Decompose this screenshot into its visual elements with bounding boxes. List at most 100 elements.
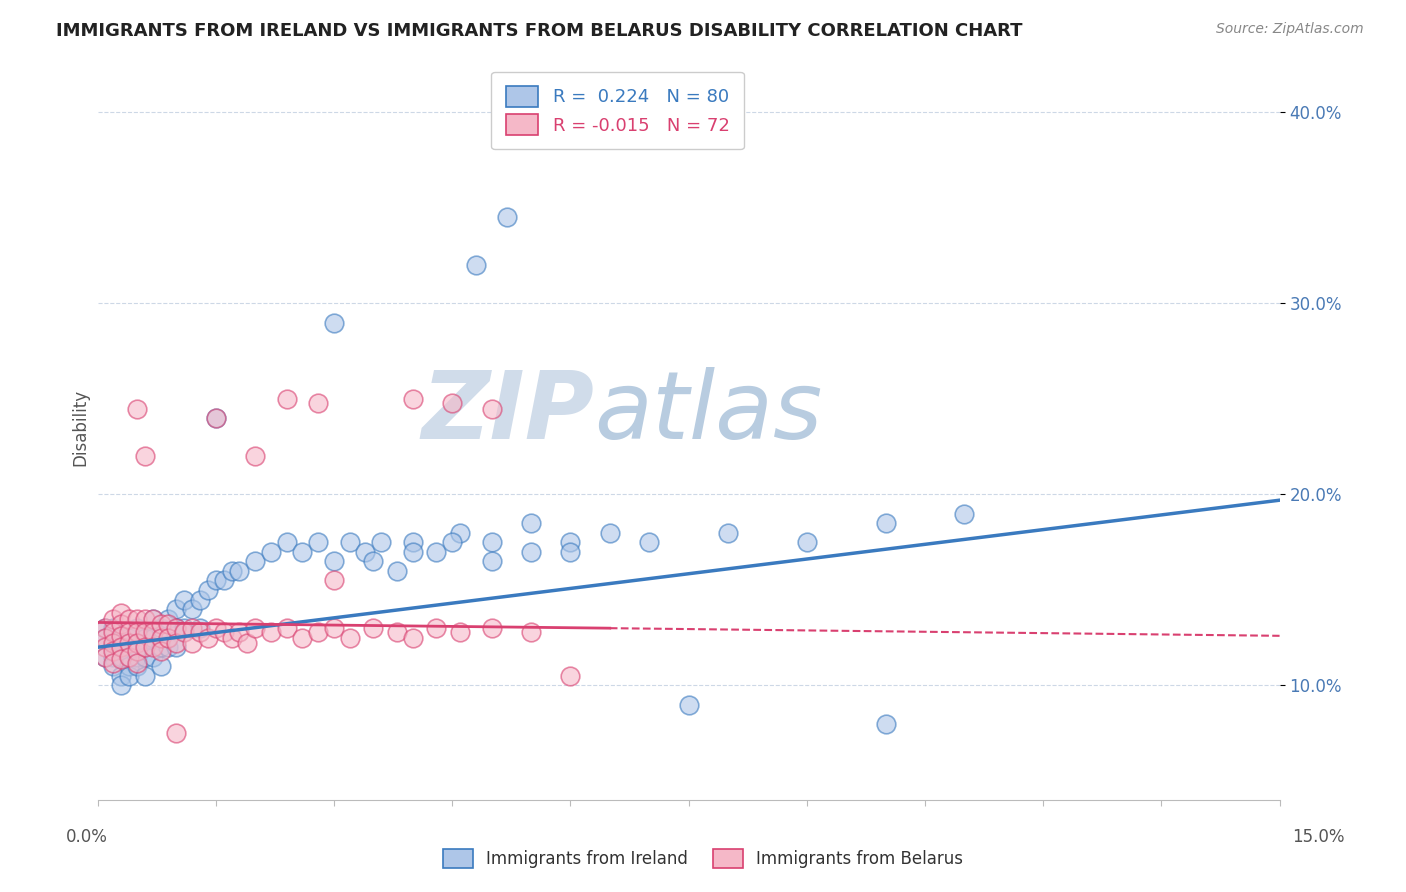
Point [110, 640, 132, 655]
Point [157, 617, 180, 632]
Text: 0.0%: 0.0% [66, 828, 108, 846]
Point [125, 636, 148, 650]
Point [110, 606, 132, 620]
Legend: Immigrants from Ireland, Immigrants from Belarus: Immigrants from Ireland, Immigrants from… [436, 842, 970, 875]
Point [560, 535, 582, 549]
Point [118, 649, 141, 664]
Point [188, 621, 211, 635]
Point [110, 631, 132, 645]
Text: atlas: atlas [593, 368, 823, 458]
Point [157, 640, 180, 655]
Point [276, 392, 298, 406]
Point [125, 625, 148, 640]
Point [953, 507, 976, 521]
Point [94, 631, 117, 645]
Point [243, 450, 266, 464]
Point [149, 631, 172, 645]
Point [110, 649, 132, 664]
Point [134, 450, 156, 464]
Point [110, 678, 132, 692]
Point [339, 631, 361, 645]
Point [181, 621, 204, 635]
Point [875, 716, 897, 731]
Text: 15.0%: 15.0% [1292, 828, 1346, 846]
Point [165, 621, 187, 635]
Point [142, 625, 165, 640]
Point [228, 564, 250, 578]
Point [103, 659, 125, 673]
Point [197, 631, 219, 645]
Point [560, 545, 582, 559]
Point [307, 535, 329, 549]
Point [149, 640, 172, 655]
Point [228, 625, 250, 640]
Point [385, 564, 408, 578]
Point [204, 411, 226, 425]
Point [276, 535, 298, 549]
Point [94, 640, 117, 655]
Point [118, 636, 141, 650]
Point [323, 316, 346, 330]
Point [103, 640, 125, 655]
Point [291, 631, 314, 645]
Point [212, 574, 235, 588]
Point [125, 621, 148, 635]
Text: IMMIGRANTS FROM IRELAND VS IMMIGRANTS FROM BELARUS DISABILITY CORRELATION CHART: IMMIGRANTS FROM IRELAND VS IMMIGRANTS FR… [56, 22, 1022, 40]
Point [425, 621, 447, 635]
Point [149, 617, 172, 632]
Point [118, 640, 141, 655]
Point [134, 649, 156, 664]
Point [496, 211, 519, 225]
Point [103, 625, 125, 640]
Point [134, 669, 156, 683]
Point [221, 564, 243, 578]
Point [204, 411, 226, 425]
Point [425, 545, 447, 559]
Point [243, 554, 266, 568]
Point [188, 625, 211, 640]
Point [110, 629, 132, 643]
Point [520, 545, 543, 559]
Point [385, 625, 408, 640]
Point [402, 631, 425, 645]
Point [142, 612, 165, 626]
Point [157, 631, 180, 645]
Point [181, 602, 204, 616]
Point [103, 656, 125, 670]
Point [110, 669, 132, 683]
Y-axis label: Disability: Disability [72, 389, 89, 467]
Point [134, 612, 156, 626]
Point [370, 535, 392, 549]
Point [149, 644, 172, 658]
Point [165, 640, 187, 655]
Point [221, 631, 243, 645]
Point [402, 545, 425, 559]
Point [875, 516, 897, 530]
Point [481, 535, 503, 549]
Point [599, 525, 621, 540]
Point [323, 574, 346, 588]
Point [149, 659, 172, 673]
Point [118, 612, 141, 626]
Point [165, 726, 187, 740]
Point [204, 621, 226, 635]
Point [212, 625, 235, 640]
Point [481, 621, 503, 635]
Point [678, 698, 700, 712]
Point [125, 640, 148, 655]
Point [307, 625, 329, 640]
Point [103, 649, 125, 664]
Point [638, 535, 661, 549]
Point [173, 625, 195, 640]
Point [118, 625, 141, 640]
Point [197, 582, 219, 597]
Point [236, 636, 259, 650]
Legend: R =  0.224   N = 80, R = -0.015   N = 72: R = 0.224 N = 80, R = -0.015 N = 72 [491, 71, 744, 150]
Point [94, 649, 117, 664]
Point [323, 621, 346, 635]
Point [103, 644, 125, 658]
Point [354, 545, 377, 559]
Point [103, 636, 125, 650]
Point [520, 516, 543, 530]
Point [103, 621, 125, 635]
